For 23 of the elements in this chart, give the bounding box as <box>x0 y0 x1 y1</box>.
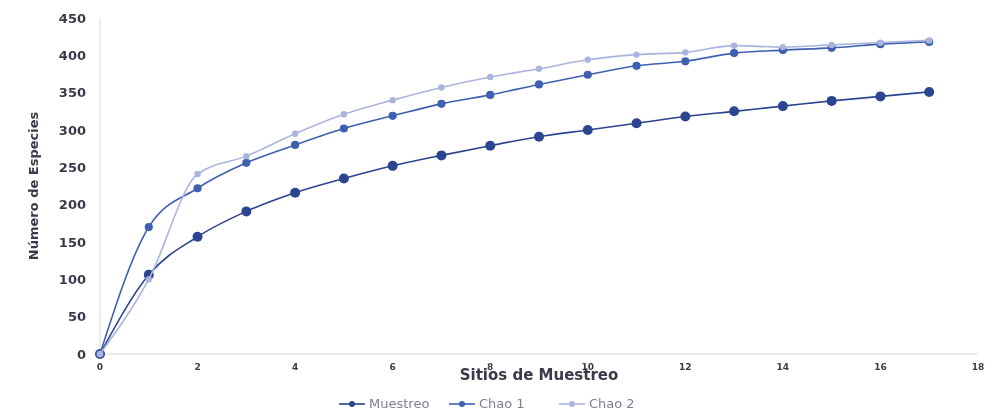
x-tick-label: 12 <box>679 362 692 372</box>
y-axis-title: Número de Especies <box>26 111 41 261</box>
x-tick-label: 16 <box>874 362 887 372</box>
x-tick-label: 0 <box>96 362 104 372</box>
y-tick-label: 150 <box>58 234 86 250</box>
y-tick-label: 250 <box>58 159 86 175</box>
x-tick-label: 4 <box>291 362 299 372</box>
x-tick-label: 2 <box>194 362 201 372</box>
y-tick-label: 400 <box>58 47 86 63</box>
y-tick-label: 50 <box>67 309 86 325</box>
x-tick-label: 14 <box>776 362 790 372</box>
x-tick-label: 8 <box>487 362 494 372</box>
y-tick-label: 200 <box>58 197 86 213</box>
y-tick-label: 450 <box>58 10 86 26</box>
legend-label: Chao 1 <box>479 396 525 411</box>
y-tick-label: 100 <box>58 271 86 287</box>
y-tick-label: 0 <box>76 346 86 362</box>
x-tick-label: 6 <box>389 362 396 372</box>
y-tick-label: 300 <box>58 122 86 138</box>
legend-label: Chao 2 <box>589 396 635 411</box>
x-tick-label: 18 <box>971 362 985 372</box>
legend-label: Muestreo <box>369 396 430 411</box>
y-tick-label: 350 <box>58 85 86 101</box>
